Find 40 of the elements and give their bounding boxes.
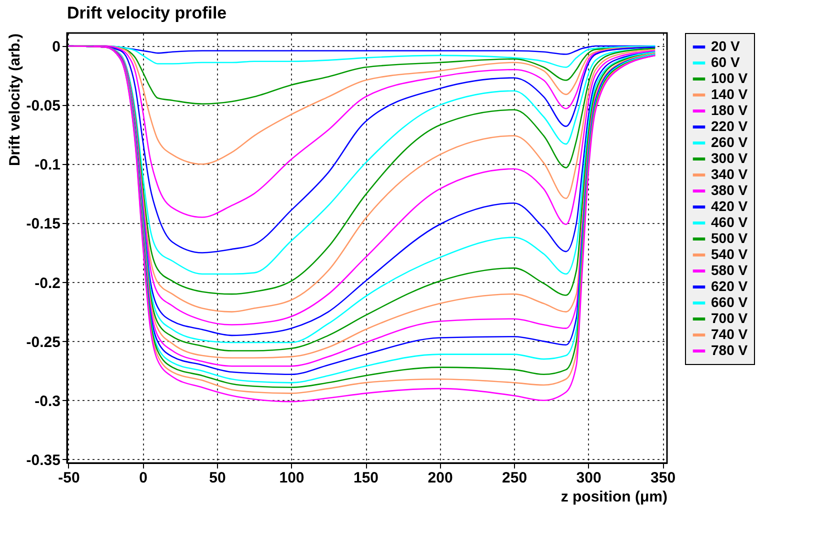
- legend-label: 260 V: [711, 134, 748, 150]
- legend-label: 500 V: [711, 230, 748, 246]
- legend-label: 340 V: [711, 166, 748, 182]
- x-tick-label: 150: [354, 470, 379, 486]
- legend-label: 620 V: [711, 278, 748, 294]
- legend-label: 780 V: [711, 342, 748, 358]
- legend-label: 300 V: [711, 150, 748, 166]
- x-tick-label: 250: [502, 470, 528, 486]
- y-tick-label: -0.35: [26, 452, 60, 469]
- y-tick-label: -0.1: [34, 156, 60, 174]
- x-tick-label: 0: [139, 470, 148, 486]
- legend-label: 380 V: [711, 182, 748, 198]
- x-tick-label: 100: [279, 470, 304, 486]
- legend-label: 580 V: [711, 262, 748, 278]
- y-tick-label: 0: [52, 38, 60, 56]
- y-tick-label: -0.05: [26, 98, 60, 115]
- y-tick-label: -0.25: [26, 334, 60, 351]
- x-tick-label: 300: [576, 470, 602, 486]
- legend-label: 420 V: [711, 198, 748, 214]
- x-tick-label: -50: [58, 470, 80, 486]
- x-axis-title: z position (μm): [560, 488, 668, 506]
- legend-label: 180 V: [711, 102, 748, 118]
- legend-label: 740 V: [711, 326, 748, 342]
- y-axis-title: Drift velocity (arb.): [6, 34, 24, 166]
- legend-label: 20 V: [711, 38, 740, 54]
- chart-title: Drift velocity profile: [67, 4, 227, 22]
- legend-label: 100 V: [711, 70, 748, 86]
- x-tick-label: 200: [428, 470, 453, 486]
- legend-label: 660 V: [711, 294, 748, 310]
- legend-label: 460 V: [711, 214, 748, 230]
- y-tick-label: -0.15: [26, 216, 60, 233]
- x-tick-label: 50: [209, 470, 226, 486]
- y-tick-label: -0.2: [34, 274, 60, 292]
- x-tick-label: 350: [650, 470, 676, 486]
- legend-label: 700 V: [711, 310, 748, 326]
- legend-label: 60 V: [711, 54, 740, 70]
- legend-label: 140 V: [711, 86, 748, 102]
- y-tick-label: -0.3: [34, 392, 60, 410]
- legend-label: 220 V: [711, 118, 748, 134]
- legend-label: 540 V: [711, 246, 748, 262]
